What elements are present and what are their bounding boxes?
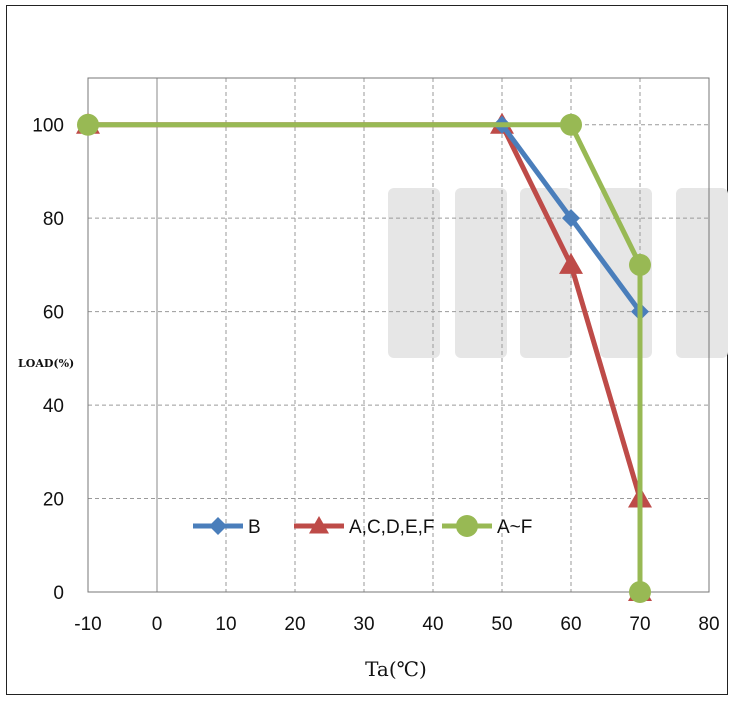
x-tick-labels: -10 0 10 20 30 40 50 60 70 80 xyxy=(74,614,719,635)
y-tick-label: 20 xyxy=(43,490,64,511)
x-tick-label: 60 xyxy=(560,614,581,635)
data-point-circle xyxy=(629,581,651,603)
y-axis-label: LOAD(%) xyxy=(18,357,74,370)
legend-label: A~F xyxy=(497,517,532,538)
data-point-triangle xyxy=(559,252,583,274)
x-tick-label: 40 xyxy=(422,614,443,635)
data-point-circle xyxy=(629,253,651,276)
legend-item: A~F xyxy=(442,515,532,538)
watermark xyxy=(388,188,728,358)
x-tick-label: 80 xyxy=(698,614,719,635)
x-tick-label: 0 xyxy=(152,614,163,635)
x-tick-label: 20 xyxy=(284,614,305,635)
data-point-triangle xyxy=(309,516,329,534)
axes xyxy=(87,77,710,593)
y-tick-label: 60 xyxy=(43,303,64,324)
series-line xyxy=(88,122,643,592)
y-tick-label: 80 xyxy=(43,209,64,230)
data-point-diamond xyxy=(209,517,227,535)
legend-label: B xyxy=(248,517,261,538)
y-tick-label: 0 xyxy=(53,583,64,604)
x-tick-label: 10 xyxy=(215,614,236,635)
y-tick-label: 100 xyxy=(32,116,64,137)
data-point-circle xyxy=(456,515,478,537)
x-tick-label: 50 xyxy=(491,614,512,635)
plot-area-border xyxy=(87,77,710,593)
series-a-f xyxy=(77,113,651,603)
data-point-circle xyxy=(560,113,582,136)
legend-item: B xyxy=(193,517,261,538)
legend-label: A,C,D,E,F xyxy=(349,517,435,538)
x-tick-label: 30 xyxy=(353,614,374,635)
legend: B A,C,D,E,F A~F xyxy=(193,515,532,538)
series-layer xyxy=(76,112,652,603)
x-axis-label: Ta(℃) xyxy=(365,657,427,681)
data-point-circle xyxy=(77,113,99,136)
y-tick-labels: 0 20 40 60 80 100 xyxy=(32,116,64,604)
legend-item: A,C,D,E,F xyxy=(294,516,435,538)
data-point-diamond xyxy=(562,209,580,228)
x-tick-label: 70 xyxy=(629,614,650,635)
x-tick-label: -10 xyxy=(74,614,101,635)
y-tick-label: 40 xyxy=(43,396,64,417)
